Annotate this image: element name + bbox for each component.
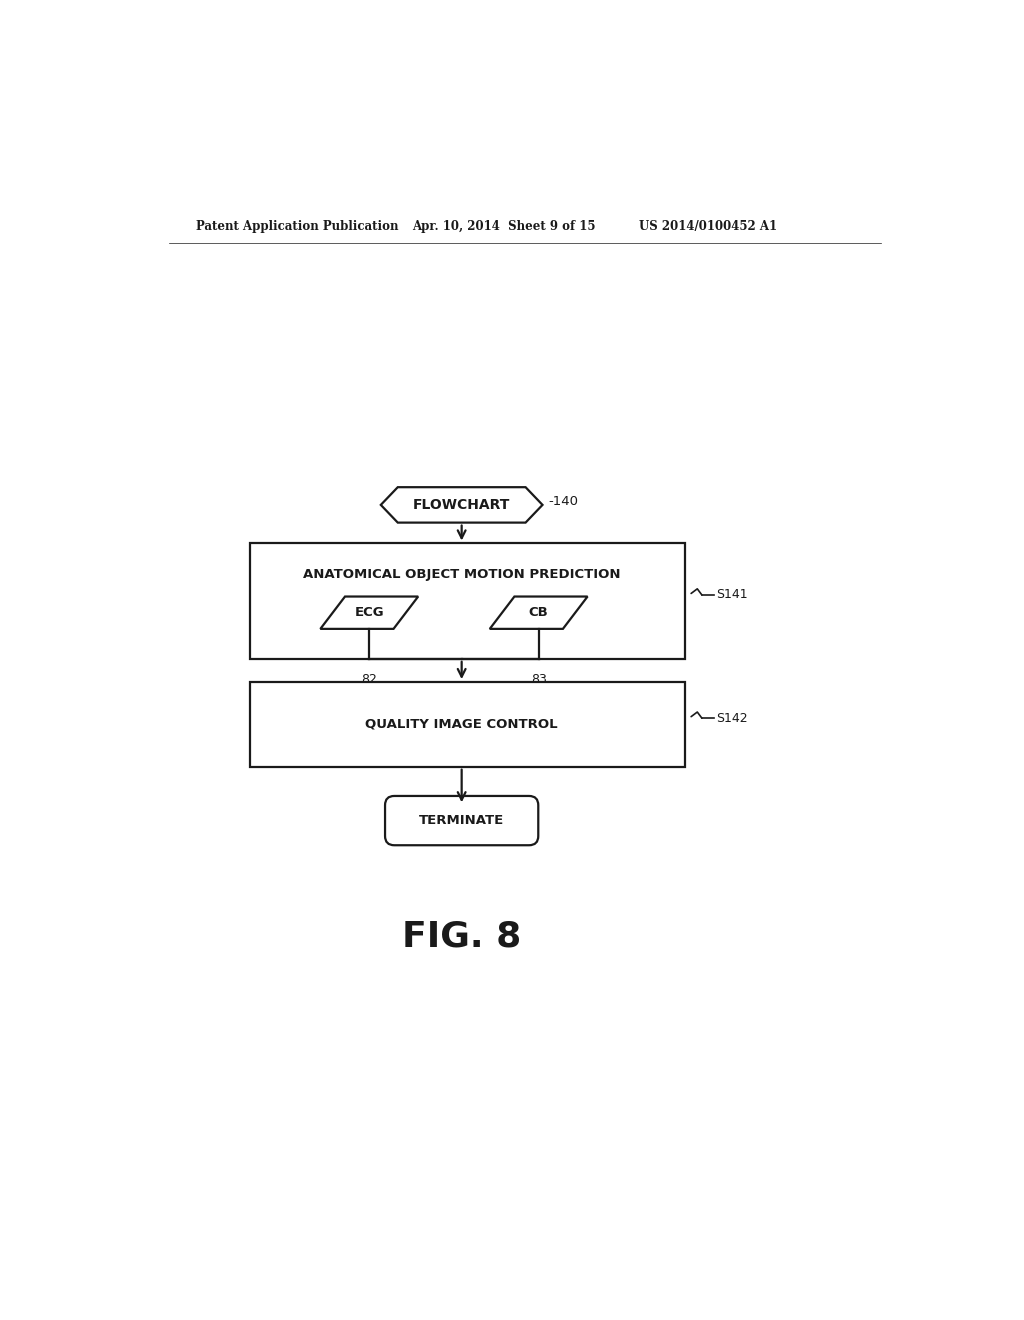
Text: CB: CB — [528, 606, 549, 619]
Text: QUALITY IMAGE CONTROL: QUALITY IMAGE CONTROL — [366, 718, 558, 731]
Text: ECG: ECG — [354, 606, 384, 619]
Polygon shape — [321, 597, 418, 628]
Text: 83: 83 — [530, 673, 547, 686]
Text: TERMINATE: TERMINATE — [419, 814, 504, 828]
Text: -140: -140 — [549, 495, 579, 508]
Polygon shape — [381, 487, 543, 523]
Text: FIG. 8: FIG. 8 — [402, 919, 521, 953]
Bar — [250, 544, 685, 659]
FancyBboxPatch shape — [385, 796, 539, 845]
Text: S141: S141 — [716, 589, 748, 602]
Bar — [250, 682, 685, 767]
Text: S142: S142 — [716, 711, 748, 725]
Text: ANATOMICAL OBJECT MOTION PREDICTION: ANATOMICAL OBJECT MOTION PREDICTION — [303, 568, 621, 581]
Text: Apr. 10, 2014  Sheet 9 of 15: Apr. 10, 2014 Sheet 9 of 15 — [412, 219, 595, 232]
Text: US 2014/0100452 A1: US 2014/0100452 A1 — [639, 219, 777, 232]
Text: Patent Application Publication: Patent Application Publication — [196, 219, 398, 232]
Text: FLOWCHART: FLOWCHART — [413, 498, 510, 512]
Text: 82: 82 — [361, 673, 377, 686]
Polygon shape — [489, 597, 588, 628]
